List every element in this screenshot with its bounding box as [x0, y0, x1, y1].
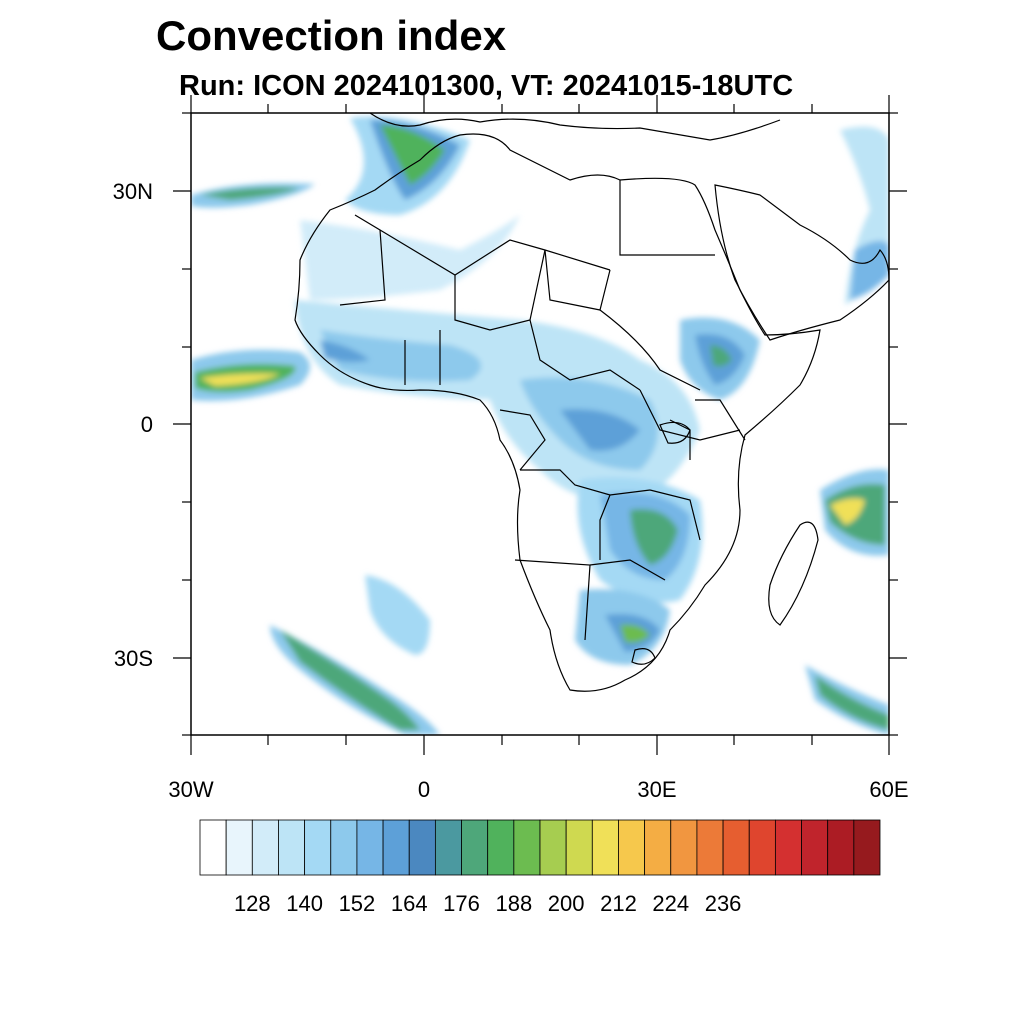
colorbar-swatch	[618, 819, 646, 876]
lat-label-0: 0	[141, 412, 153, 437]
colorbar-swatch	[408, 819, 436, 876]
colorbar-swatch	[565, 819, 593, 876]
map-ticks	[173, 95, 907, 755]
colorbar-swatch	[461, 819, 489, 876]
lat-label-30n: 30N	[113, 179, 153, 204]
colorbar-swatch	[774, 819, 802, 876]
map-plot-area: 30N 0 30S 30W 0 30E 60E	[113, 95, 909, 802]
colorbar-swatch	[827, 819, 855, 876]
colorbar-swatch	[304, 819, 332, 876]
colorbar-swatch	[356, 819, 384, 876]
colorbar-tick-label: 140	[286, 891, 323, 916]
lon-label-30w: 30W	[168, 777, 213, 802]
colorbar-swatch	[251, 819, 279, 876]
map-title: Convection index	[156, 12, 507, 59]
colorbar-tick-label: 212	[600, 891, 637, 916]
lon-label-60e: 60E	[869, 777, 908, 802]
colorbar-swatch	[670, 819, 698, 876]
colorbar-swatch	[330, 819, 358, 876]
colorbar-tick-label: 176	[443, 891, 480, 916]
colorbar-swatch	[382, 819, 410, 876]
coastlines	[294, 113, 889, 692]
lat-label-30s: 30S	[114, 646, 153, 671]
colorbar: 128 140 152 164 176 188 200 212 224 236	[199, 819, 881, 916]
convection-field	[191, 116, 889, 735]
colorbar-swatch	[278, 819, 306, 876]
colorbar-swatch	[801, 819, 829, 876]
colorbar-tick-label: 188	[495, 891, 532, 916]
colorbar-swatch	[853, 819, 881, 876]
colorbar-swatch	[487, 819, 515, 876]
colorbar-swatch	[225, 819, 253, 876]
colorbar-swatch	[696, 819, 724, 876]
colorbar-swatch	[434, 819, 462, 876]
colorbar-swatch	[722, 819, 750, 876]
run-info-subtitle: Run: ICON 2024101300, VT: 20241015-18UTC	[179, 70, 794, 102]
colorbar-tick-label: 152	[339, 891, 376, 916]
colorbar-tick-label: 128	[234, 891, 271, 916]
lon-label-0: 0	[418, 777, 430, 802]
colorbar-swatch	[748, 819, 776, 876]
colorbar-tick-label: 200	[548, 891, 585, 916]
colorbar-swatch	[644, 819, 672, 876]
colorbar-tick-label: 236	[705, 891, 742, 916]
colorbar-swatch	[513, 819, 541, 876]
colorbar-tick-label: 224	[652, 891, 689, 916]
colorbar-swatch	[199, 819, 227, 876]
colorbar-tick-label: 164	[391, 891, 428, 916]
colorbar-swatch	[539, 819, 567, 876]
colorbar-swatch	[591, 819, 619, 876]
lon-label-30e: 30E	[637, 777, 676, 802]
